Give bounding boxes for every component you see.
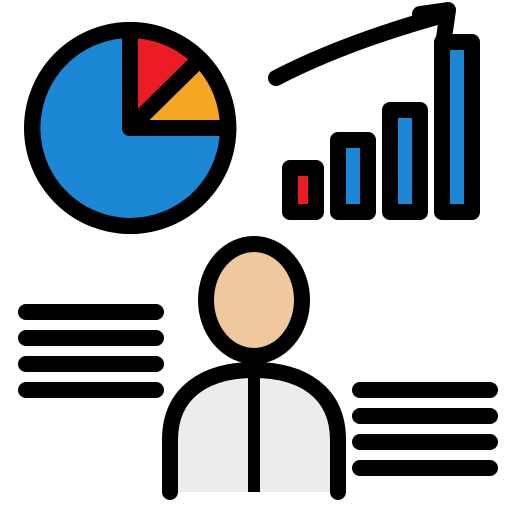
trend-arrow-icon xyxy=(276,16,440,78)
person-tie xyxy=(248,376,260,492)
person-head xyxy=(206,244,302,356)
text-lines-left-icon xyxy=(26,312,156,390)
bar-4 xyxy=(442,42,472,212)
pie-chart-icon xyxy=(32,30,228,226)
bar-1 xyxy=(290,168,316,212)
bar-2 xyxy=(338,140,368,212)
bar-3 xyxy=(390,110,420,212)
bar-chart-icon xyxy=(276,10,472,212)
person-icon xyxy=(170,244,338,492)
analytics-infographic-icon xyxy=(0,0,512,512)
text-lines-right-icon xyxy=(360,390,490,468)
